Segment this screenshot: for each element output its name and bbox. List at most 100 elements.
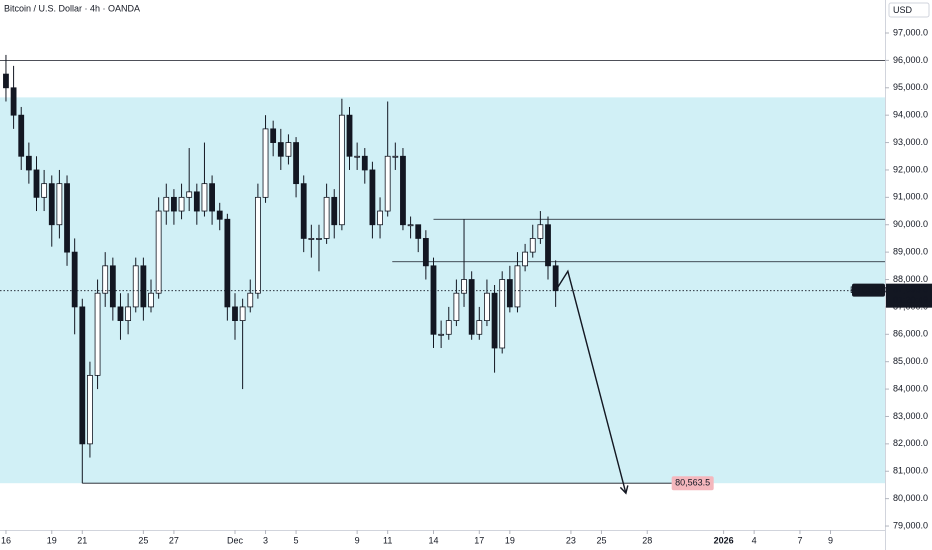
candle-body [529, 238, 536, 253]
candle-body [64, 183, 70, 253]
candle-body [201, 183, 208, 212]
candle-body [506, 279, 513, 308]
projection-arrow [555, 269, 627, 494]
x-tick-label: 4 [752, 535, 757, 545]
y-tick-label: 80,000.0 [893, 493, 928, 503]
y-tick-label: 90,000.0 [893, 219, 928, 229]
arrow-head [619, 485, 629, 495]
y-tick-label: 93,000.0 [893, 137, 928, 147]
candle-body [171, 196, 177, 212]
candle-body [117, 306, 124, 322]
level-label: 80,563.5 [675, 478, 710, 488]
candle-body [254, 196, 261, 294]
candle-body [33, 169, 40, 198]
candle-body [407, 224, 414, 227]
y-tick-label: 86,000.0 [893, 329, 928, 339]
candle-body [323, 196, 330, 239]
y-tick-label: 96,000.0 [893, 55, 928, 65]
y-tick-label: 79,000.0 [893, 520, 928, 530]
candle-body [3, 73, 9, 89]
candle-body [125, 306, 132, 322]
candle-body [308, 238, 315, 240]
candle-body [338, 114, 345, 226]
candle-body [461, 279, 467, 294]
candle-body [331, 196, 338, 226]
candle-body [186, 191, 193, 198]
candle-body [438, 333, 445, 336]
candle-body [522, 251, 529, 267]
y-tick-label: 97,000.0 [893, 27, 928, 37]
price-tag: 87,593.0 [893, 285, 928, 295]
candle-body [537, 224, 544, 239]
candle-body [132, 265, 139, 308]
candle-body [148, 292, 154, 308]
candle-body [499, 279, 506, 349]
candle-body [377, 210, 383, 226]
candle-body [430, 265, 437, 335]
x-tick-label: 23 [566, 535, 576, 545]
candle-body [415, 224, 422, 239]
candle-body [140, 265, 147, 308]
symbol-tag-box [852, 283, 885, 297]
countdown: 01:20:49 [893, 295, 928, 305]
y-tick-label: 84,000.0 [893, 383, 928, 393]
x-tick-label: 16 [1, 535, 11, 545]
y-tick-label: 91,000.0 [893, 192, 928, 202]
candle-body [468, 279, 475, 335]
candle-body [209, 183, 215, 212]
candle-body [300, 183, 307, 239]
x-tick-label: 25 [596, 535, 606, 545]
x-tick-label: 2026 [714, 535, 734, 545]
x-tick-label: 9 [355, 535, 360, 545]
y-tick-label: 81,000.0 [893, 466, 928, 476]
y-tick-label: 89,000.0 [893, 247, 928, 257]
candle-body [369, 169, 376, 226]
x-tick-label: 28 [642, 535, 652, 545]
x-tick-label: 9 [828, 535, 833, 545]
candle-body [514, 265, 521, 308]
level-label-box [671, 476, 714, 491]
symbol-tag: BTCUSD [850, 285, 888, 295]
candle-body [41, 183, 48, 198]
candle-body [155, 210, 162, 294]
candle-body [354, 155, 361, 158]
candle-body [193, 191, 200, 212]
candle-body [476, 320, 483, 335]
y-tick-label: 82,000.0 [893, 438, 928, 448]
currency: USD [893, 5, 913, 15]
x-tick-label: Dec [227, 535, 244, 545]
x-tick-label: 5 [294, 535, 299, 545]
y-tick-label: 85,000.0 [893, 356, 928, 366]
candle-body [392, 155, 399, 158]
y-tick-label: 92,000.0 [893, 164, 928, 174]
y-tick-label: 83,000.0 [893, 411, 928, 421]
candle-body [400, 155, 406, 226]
candle-body [545, 224, 551, 267]
candle-body [484, 292, 490, 322]
candle-body [346, 114, 353, 157]
x-tick-label: 27 [169, 535, 179, 545]
candle-body [71, 251, 78, 308]
x-tick-label: 19 [505, 535, 515, 545]
x-tick-label: 11 [383, 535, 392, 545]
candle-body [453, 292, 460, 322]
candle-body [239, 306, 246, 322]
candle-body [87, 374, 93, 445]
y-tick-label: 94,000.0 [893, 110, 928, 120]
candle-body [232, 306, 238, 322]
candle-body [25, 155, 32, 171]
candle-body [422, 238, 429, 267]
x-tick-label: 3 [263, 535, 268, 545]
candle-body [216, 210, 223, 220]
candle-body [178, 196, 185, 212]
candle-body [109, 265, 116, 308]
candle-body [316, 238, 322, 240]
x-tick-label: 7 [797, 535, 802, 545]
candle-body [445, 320, 452, 335]
x-tick-label: 19 [47, 535, 57, 545]
x-tick-label: 25 [138, 535, 148, 545]
plot-area: 80,563.5 [0, 54, 885, 495]
candle-body [361, 155, 368, 171]
candle-body [262, 128, 269, 198]
